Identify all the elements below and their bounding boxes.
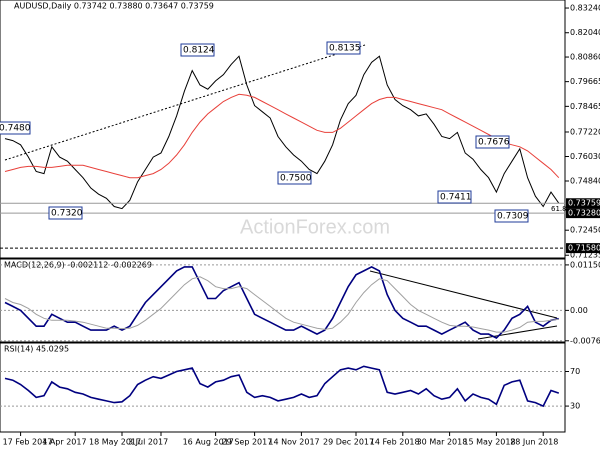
y-tick-label: 70 bbox=[570, 367, 580, 376]
series-line bbox=[4, 266, 559, 339]
trend-line bbox=[369, 270, 558, 319]
y-tick-label: 0.79665 bbox=[570, 77, 600, 86]
annotation-box bbox=[437, 190, 472, 204]
y-tick-label: 30 bbox=[570, 402, 580, 411]
price-label-box bbox=[566, 198, 600, 209]
x-tick-label: 29 Sep 2017 bbox=[222, 438, 273, 447]
annotation: 0.7309 bbox=[497, 212, 529, 222]
rsi-panel bbox=[0, 342, 566, 433]
x-tick-label: 15 May 2018 bbox=[463, 438, 515, 447]
trend-line bbox=[4, 44, 366, 161]
series-line bbox=[4, 365, 560, 408]
annotation-box bbox=[326, 41, 361, 55]
x-tick-label: 28 Jun 2018 bbox=[510, 438, 558, 447]
annotation: 0.8135 bbox=[329, 44, 361, 54]
y-tick-label: 0.71235 bbox=[570, 251, 600, 260]
y-tick-label: 0.76030 bbox=[570, 152, 600, 161]
x-tick-label: 4 Apr 2017 bbox=[42, 438, 86, 447]
series-line bbox=[4, 276, 559, 333]
annotation: 61.8 bbox=[551, 205, 567, 213]
x-tick-label: 30 Mar 2018 bbox=[417, 438, 468, 447]
annotation: 0.7320 bbox=[51, 209, 83, 219]
y-tick-label: 0.77220 bbox=[570, 127, 600, 136]
price-panel bbox=[0, 0, 566, 259]
price-label: 0.73280 bbox=[568, 209, 600, 218]
annotation: 0.7411 bbox=[440, 193, 472, 203]
y-tick-label: 0.83240 bbox=[570, 4, 600, 13]
x-tick-label: 17 Feb 2017 bbox=[3, 438, 53, 447]
x-tick-label: 29 Dec 2017 bbox=[323, 438, 374, 447]
annotation-box bbox=[277, 171, 312, 185]
y-tick-label: -0.007694 bbox=[570, 336, 600, 345]
watermark: ActionForex.com bbox=[240, 216, 390, 238]
y-tick-label: 0.80860 bbox=[570, 53, 600, 62]
annotation-box bbox=[48, 206, 83, 220]
annotation: 0.7676 bbox=[478, 138, 510, 148]
y-tick-label: 0.74840 bbox=[570, 176, 600, 185]
chart-title: AUDUSD,Daily 0.73742 0.73880 0.73647 0.7… bbox=[14, 2, 214, 11]
price-label: 0.71580 bbox=[568, 244, 600, 253]
annotation-box bbox=[494, 209, 529, 223]
macd-panel bbox=[0, 258, 566, 343]
x-tick-label: 14 Nov 2017 bbox=[268, 438, 319, 447]
series-line bbox=[4, 93, 560, 179]
price-label-box bbox=[566, 243, 600, 254]
y-tick-label: 0.011506 bbox=[570, 260, 600, 269]
annotation-box bbox=[180, 43, 215, 57]
annotation: 0.8124 bbox=[183, 46, 215, 56]
x-tick-label: 3 Jul 2017 bbox=[128, 438, 168, 447]
y-tick-label: 0.82040 bbox=[570, 28, 600, 37]
price-label: 0.73759 bbox=[568, 199, 600, 208]
trend-line bbox=[477, 325, 558, 340]
annotation-box bbox=[0, 121, 31, 135]
x-tick-label: 14 Feb 2018 bbox=[370, 438, 420, 447]
annotation: 0.7480 bbox=[0, 124, 31, 134]
annotation-box bbox=[475, 135, 510, 149]
series-line bbox=[4, 55, 560, 210]
y-tick-label: 0.72450 bbox=[570, 226, 600, 235]
y-tick-label: 0.78465 bbox=[570, 102, 600, 111]
panel-title: RSI(14) 45.0295 bbox=[4, 345, 69, 354]
y-tick-label: 0.00 bbox=[570, 306, 588, 315]
price-label-box bbox=[566, 208, 600, 219]
x-tick-label: 16 Aug 2017 bbox=[183, 438, 234, 447]
annotation: 0.7500 bbox=[280, 174, 312, 184]
x-tick-label: 18 May 2017 bbox=[89, 438, 141, 447]
